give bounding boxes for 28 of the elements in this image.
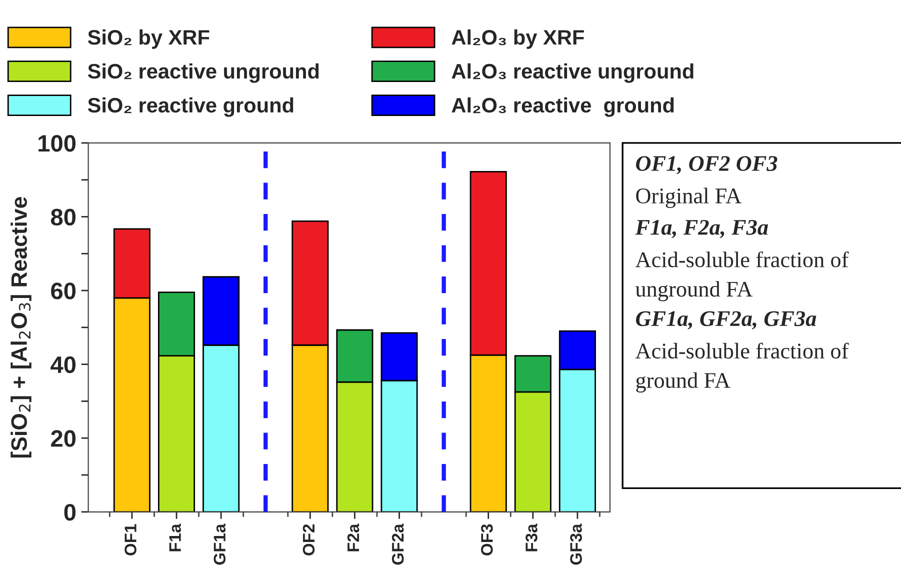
x-tick-label: F1a <box>169 524 181 552</box>
y-tick-label: 20 <box>51 430 76 447</box>
x-tick-label: GF2a <box>392 524 404 565</box>
x-tick-label: OF3 <box>481 524 493 556</box>
text: Acid-soluble fraction of ground FA <box>635 342 849 393</box>
legend-label: SiO₂ reactive unground <box>88 63 319 83</box>
y-tick-label: 100 <box>38 135 76 152</box>
text: OF1, OF2 OF3 <box>636 156 778 174</box>
legend-label: Al₂O₃ reactive ground <box>452 97 674 117</box>
text: Acid-soluble fraction of unground FA <box>635 251 849 302</box>
y-tick-label: 0 <box>64 504 76 521</box>
y-tick-label: 40 <box>50 356 76 374</box>
legend-label: Al₂O₃ reactive unground <box>452 63 694 83</box>
x-tick-label: OF1 <box>124 524 136 556</box>
x-tick-label: F3a <box>526 524 538 552</box>
y-tick-label: 80 <box>50 208 76 226</box>
x-tick-label: F2a <box>347 524 360 552</box>
legend-label: Al₂O₃ by XRF <box>452 29 584 49</box>
text: Original FA <box>636 188 742 208</box>
y-axis-title: [SiO$_{2}$] + [Al$_{2}$O$_{3}$] Reactive <box>10 197 32 458</box>
x-tick-label: OF2 <box>302 524 315 556</box>
text: F1a, F2a, F3a <box>635 220 768 238</box>
x-tick-label: GF3a <box>570 524 582 565</box>
legend-label: SiO₂ by XRF <box>88 29 210 49</box>
legend-label: SiO₂ reactive ground <box>88 97 294 117</box>
y-tick-label: 60 <box>51 282 76 300</box>
text: GF1a, GF2a, GF3a <box>636 311 816 330</box>
x-tick-label: GF1a <box>214 524 226 565</box>
